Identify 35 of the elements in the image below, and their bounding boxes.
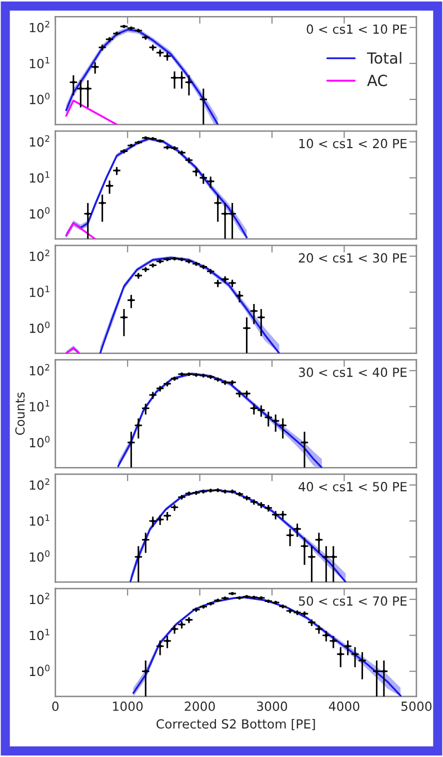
y-tick-label: 10$^{2}$ [30,478,50,490]
y-tick-label: 10$^{0}$ [30,207,50,219]
annotation: 30 < cs1 < 40 PE [298,368,407,378]
y-tick-label: 10$^{0}$ [30,92,50,104]
y-tick-label: 10$^{1}$ [30,56,50,68]
y-tick-label: 10$^{2}$ [30,135,50,147]
annotation: 0 < cs1 < 10 PE [306,24,407,34]
legend-label: AC [367,74,388,86]
annotation: 50 < cs1 < 70 PE [298,596,407,606]
y-tick-label: 10$^{0}$ [30,664,50,676]
y-tick-label: 10$^{0}$ [30,436,50,448]
x-tick-label: 4000 [328,702,360,711]
x-tick-label: 2000 [184,702,215,711]
y-tick-label: 10$^{2}$ [30,364,50,376]
y-tick-label: 10$^{1}$ [30,171,50,183]
annotation: 40 < cs1 < 50 PE [298,482,407,492]
x-axis-title: Corrected S2 Bottom [PE] [156,718,315,730]
y-tick-label: 10$^{0}$ [30,322,50,333]
y-tick-label: 10$^{2}$ [30,592,50,604]
x-tick-label: 3000 [257,702,288,711]
x-tick-label: 1000 [113,702,143,711]
y-tick-label: 10$^{1}$ [30,514,50,526]
y-tick-label: 10$^{2}$ [30,250,50,262]
annotation: 10 < cs1 < 20 PE [299,138,407,148]
x-tick-label: 5000 [401,702,432,711]
legend-label: Total [366,52,402,64]
y-tick-label: 10$^{1}$ [30,286,50,298]
line-series [65,100,118,125]
y-tick-label: 10$^{1}$ [30,628,50,640]
y-tick-label: 10$^{0}$ [30,550,50,562]
y-tick-label: 10$^{2}$ [30,20,50,32]
x-tick-label: 0 [52,702,59,711]
y-tick-label: 10$^{1}$ [30,400,50,412]
annotation: 20 < cs1 < 30 PE [298,253,407,263]
y-axis-title: Counts [15,392,25,435]
